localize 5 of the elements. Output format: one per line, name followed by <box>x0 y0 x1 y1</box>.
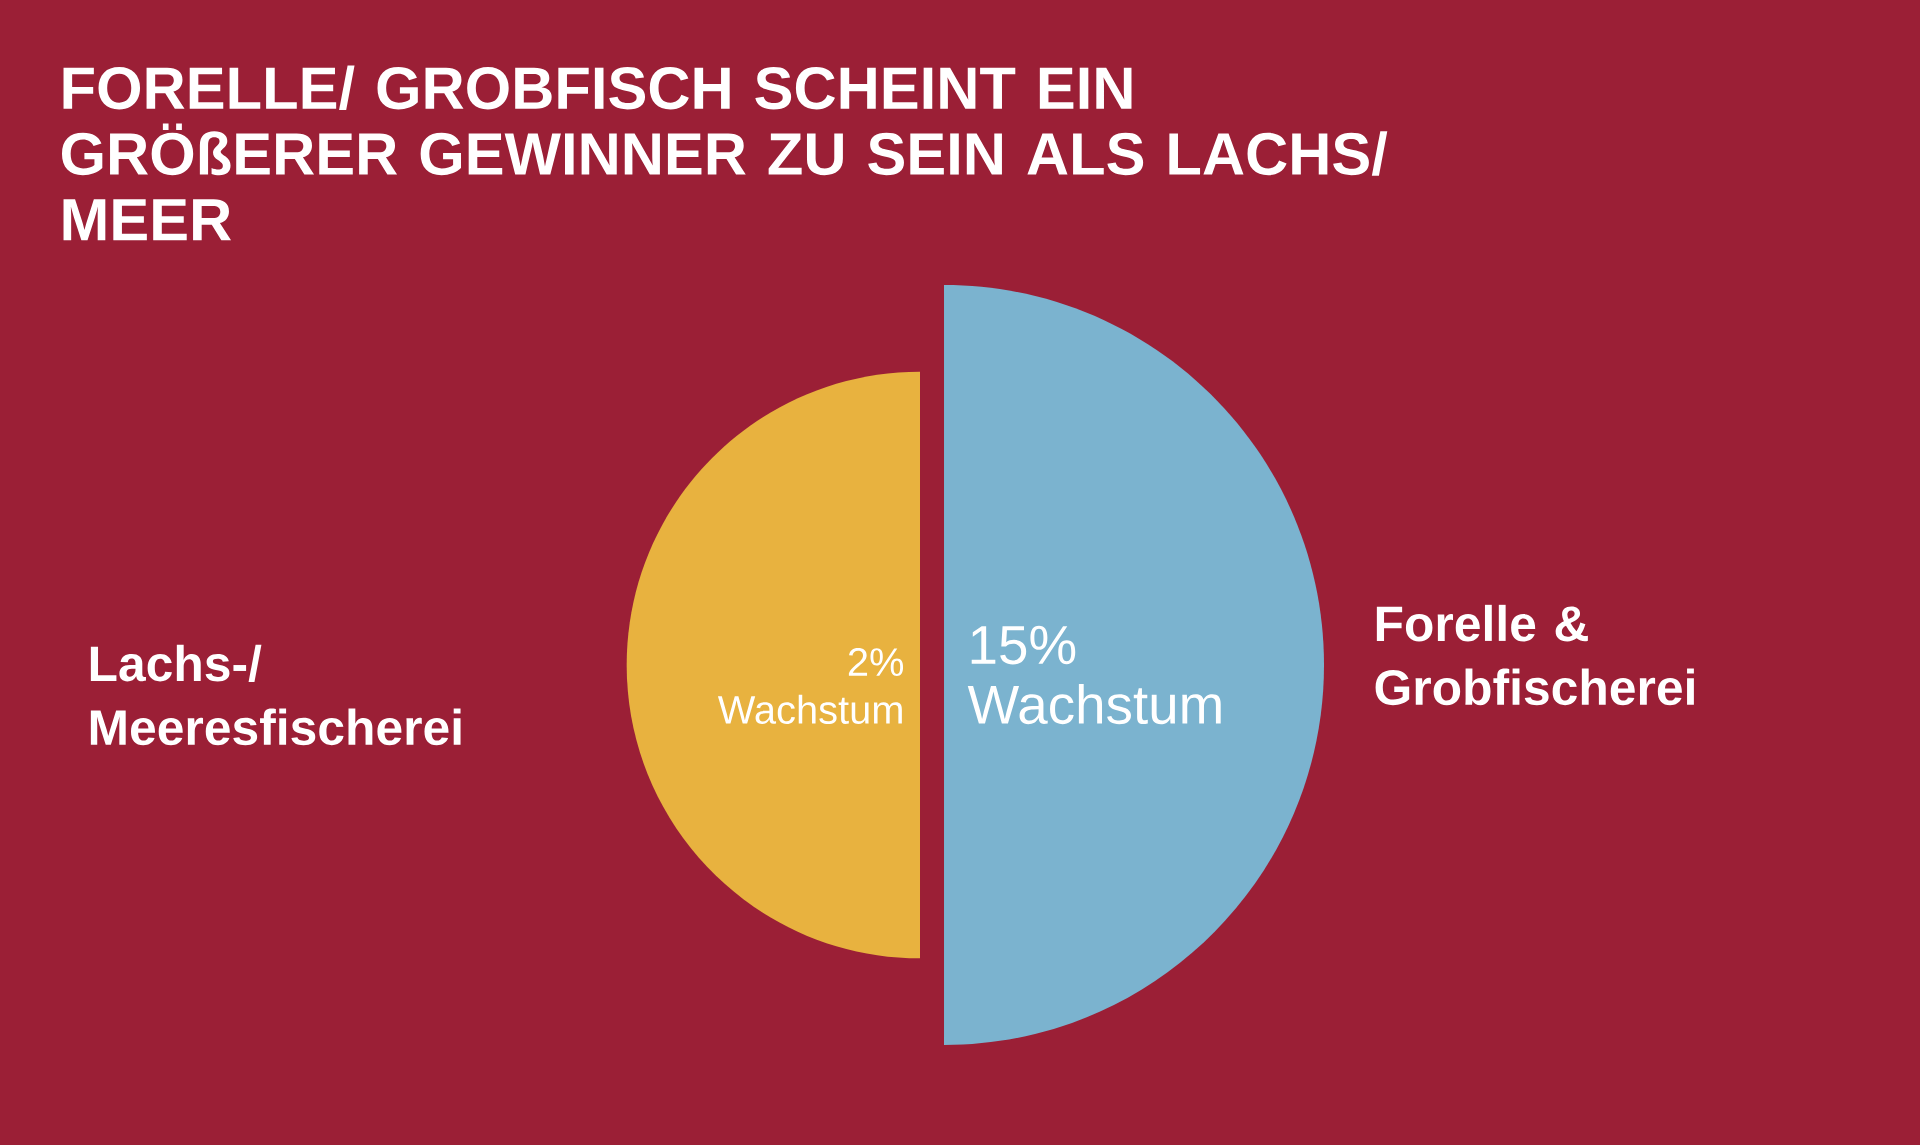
data-label: 2% Wachstum <box>717 647 904 725</box>
data-label: 15% Wachstum <box>967 625 1221 725</box>
text: FORELLE/ GROBFISCH SCHEINT EIN GRÖßERER GEWINNER ZU SEIN ALS LACHS/ MEER <box>61 65 1388 241</box>
category-label: Forelle & Grobfischerei <box>1375 604 1694 706</box>
category-label: Lachs-/ Meeresfischerei <box>90 644 461 746</box>
